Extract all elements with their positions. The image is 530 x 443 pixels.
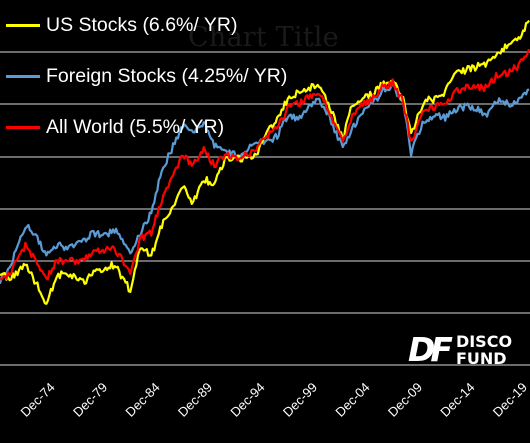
x-tick-label: Dec-94 [227,380,267,420]
x-tick-label: Dec-19 [490,380,530,420]
legend-label-all-world: All World (5.5%/ YR) [46,115,225,138]
series-line-all-world [0,48,530,281]
series-line-us-stocks [0,19,530,305]
x-tick-label: Dec-84 [122,380,162,420]
logo-mark: DF [408,330,453,369]
x-tick-label: Dec-09 [385,380,425,420]
x-tick-label: Dec-89 [175,380,215,420]
gridlines [0,51,530,314]
x-tick-label: Dec-04 [332,380,372,420]
x-tick-label: Dec-14 [437,380,477,420]
legend-item-foreign-stocks: Foreign Stocks (4.25%/ YR) [6,61,287,91]
series-line-foreign-stocks [0,83,530,284]
legend-item-us-stocks: US Stocks (6.6%/ YR) [6,10,237,40]
x-tick-label: Dec-99 [280,380,320,420]
legend-swatch-all-world [6,125,40,129]
legend-swatch-us-stocks [6,23,40,27]
legend-label-us-stocks: US Stocks (6.6%/ YR) [46,13,238,36]
x-axis-ticks: Dec-74 Dec-79 Dec-84 Dec-89 Dec-94 Dec-99 Dec-… [18,380,530,420]
legend-swatch-foreign-stocks [6,74,40,78]
legend-label-foreign-stocks: Foreign Stocks (4.25%/ YR) [46,64,288,87]
logo-text: DISCO FUND [456,333,512,367]
logo-text-line1: DISCO [455,331,513,351]
logo-text-line2: FUND [455,348,507,368]
brand-logo: DF DISCO FUND [408,330,512,369]
x-tick-label: Dec-79 [70,380,110,420]
legend-item-all-world: All World (5.5%/ YR) [6,112,224,142]
chart-title: Chart Title [188,22,339,53]
x-tick-label: Dec-74 [18,380,58,420]
